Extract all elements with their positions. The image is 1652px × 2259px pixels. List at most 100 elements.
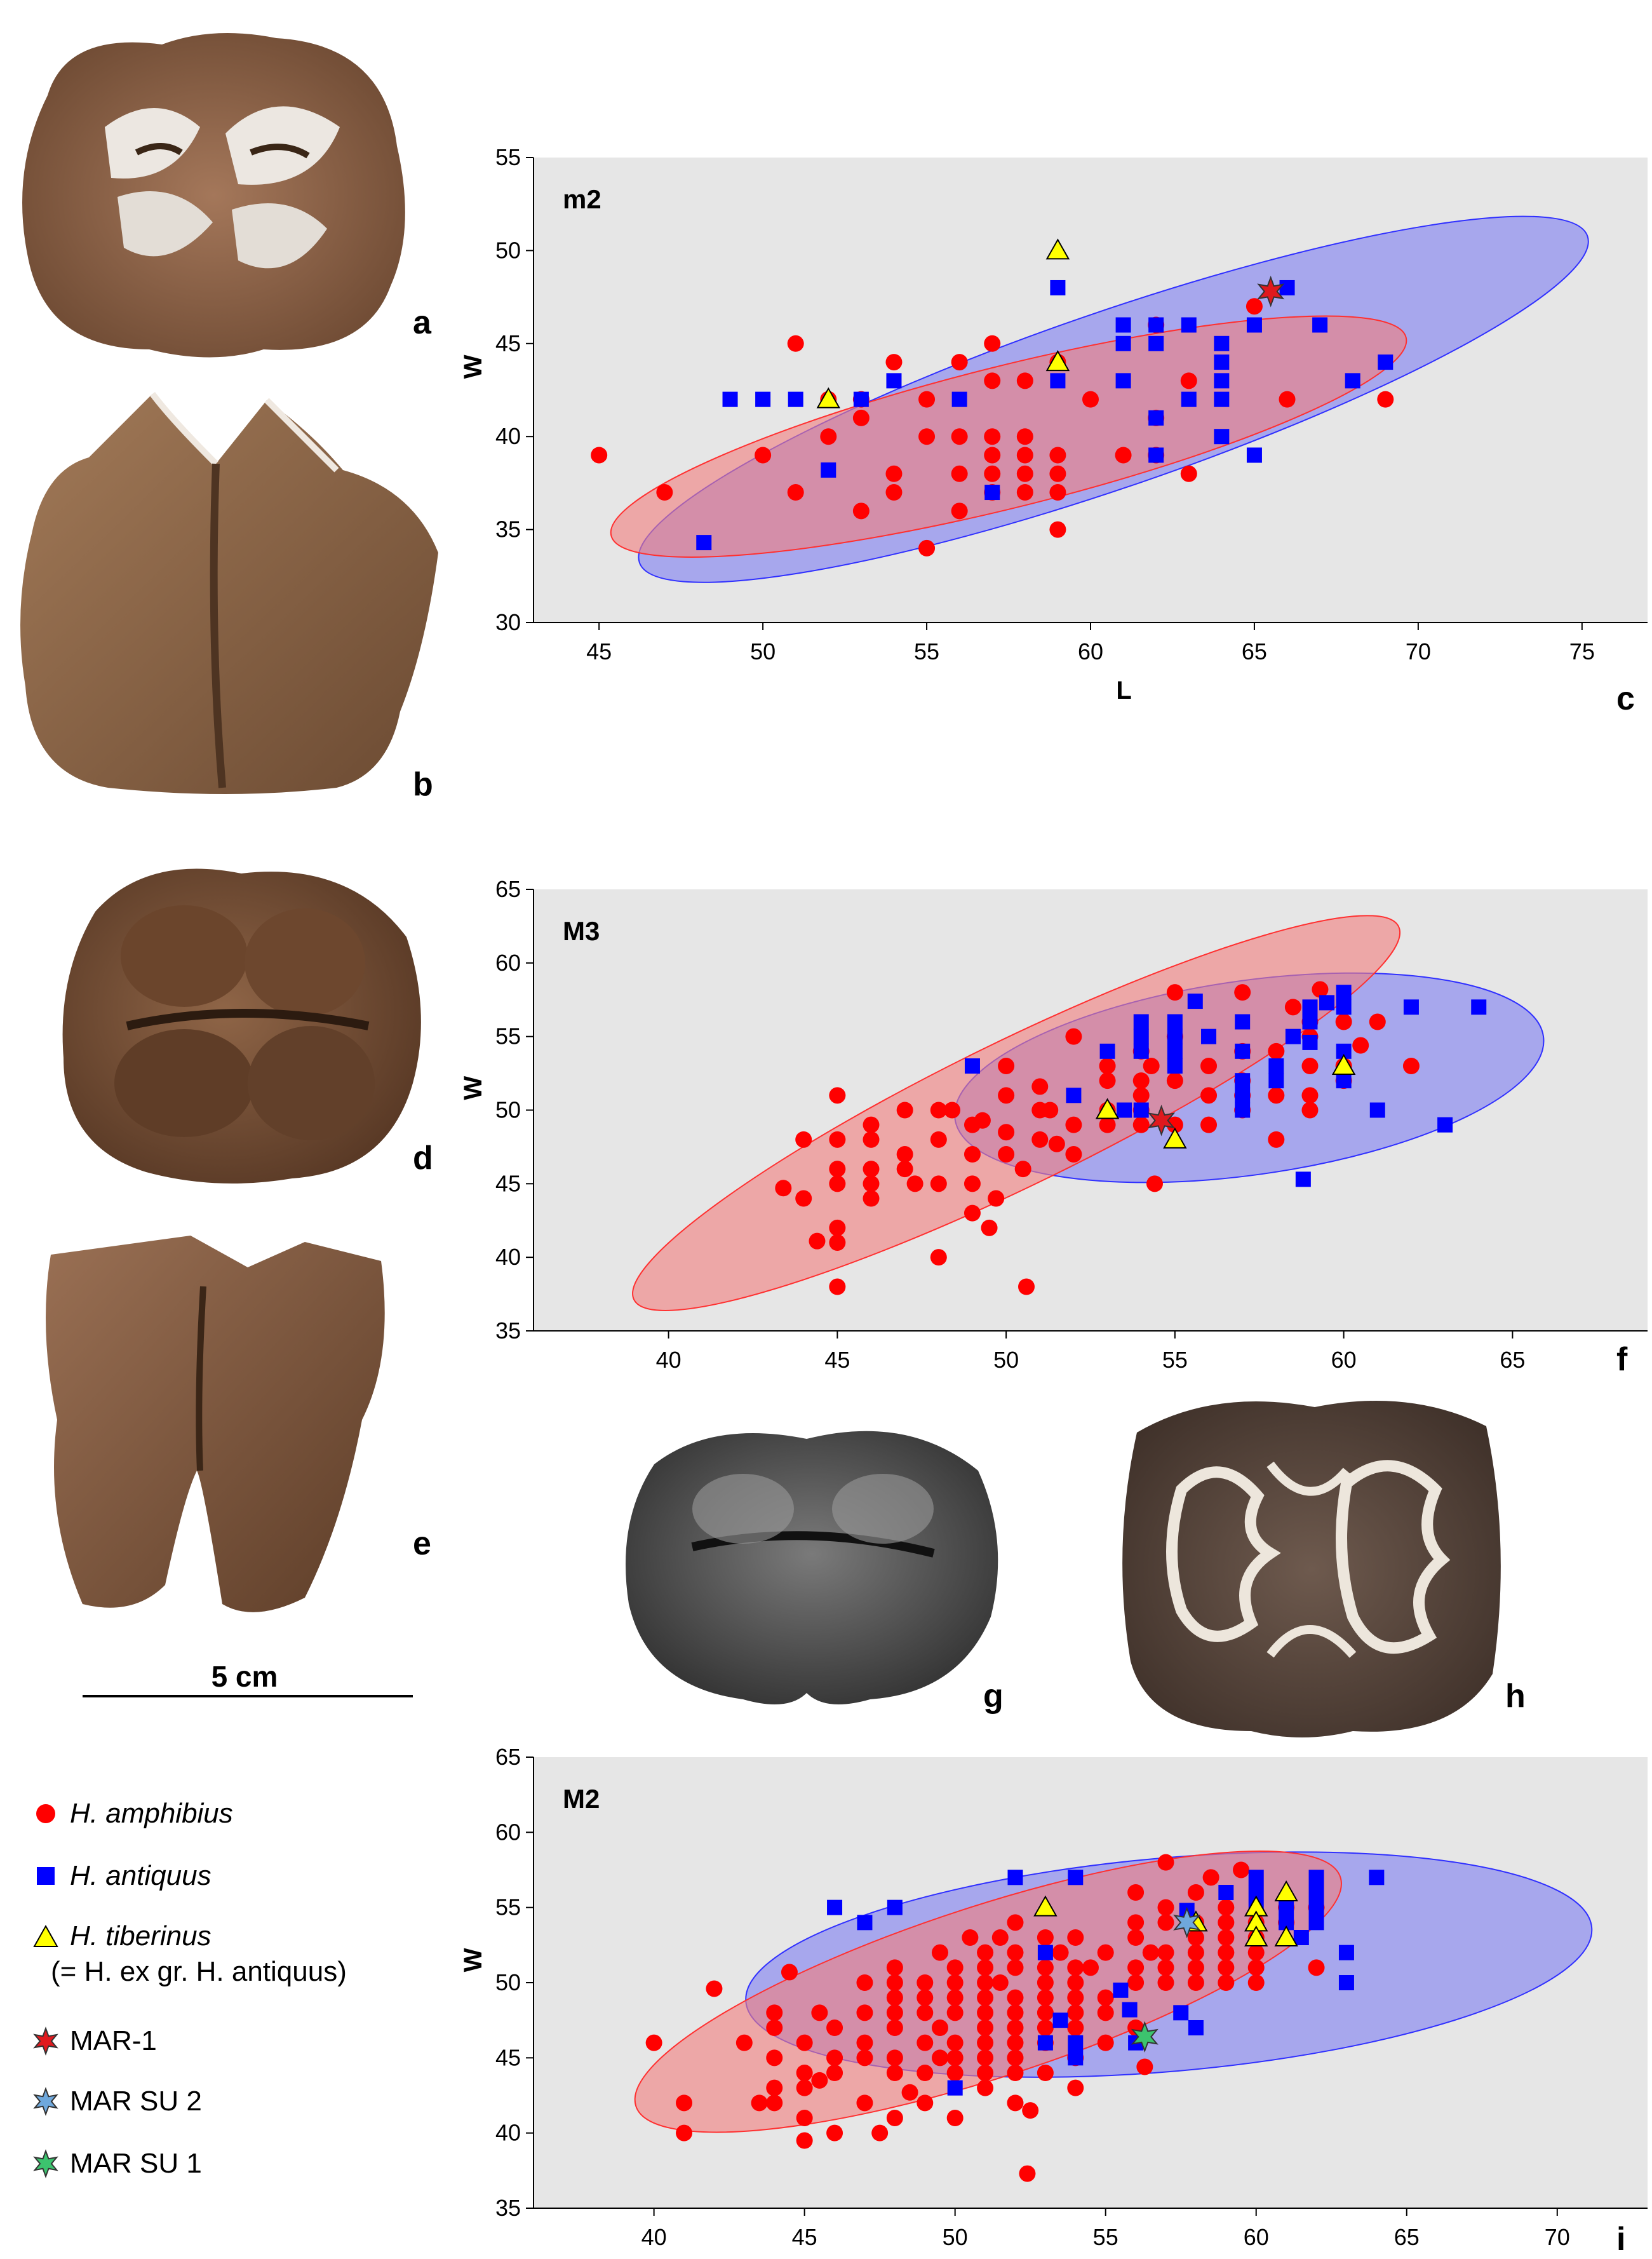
x-tick-label: 45 xyxy=(824,1347,850,1373)
point-h-antiquus xyxy=(1113,1982,1129,1998)
tooth-photo-h xyxy=(1122,1401,1501,1737)
point-h-amphibius xyxy=(856,2094,873,2112)
panel-label-f: f xyxy=(1616,1341,1628,1378)
point-h-amphibius xyxy=(829,1234,846,1251)
point-h-antiquus xyxy=(1133,1043,1149,1059)
point-h-antiquus xyxy=(1246,447,1262,463)
point-h-antiquus xyxy=(827,1899,843,1915)
point-h-amphibius xyxy=(886,2020,903,2036)
point-h-amphibius xyxy=(1007,2049,1024,2067)
tooth-photo-b xyxy=(20,391,438,794)
x-tick-label: 60 xyxy=(1078,638,1103,664)
point-h-antiquus xyxy=(1268,1073,1284,1089)
point-h-amphibius xyxy=(977,2065,994,2081)
point-h-amphibius xyxy=(964,1204,981,1222)
point-h-amphibius xyxy=(1157,1944,1174,1961)
point-h-amphibius xyxy=(885,465,903,482)
point-h-amphibius xyxy=(645,2034,662,2051)
y-tick-label: 45 xyxy=(495,1170,521,1196)
point-h-amphibius xyxy=(1016,428,1033,445)
point-h-antiquus xyxy=(1115,335,1131,351)
point-h-amphibius xyxy=(1377,391,1394,408)
point-h-antiquus xyxy=(1218,1885,1234,1900)
point-h-antiquus xyxy=(951,391,967,407)
point-h-antiquus xyxy=(1133,1014,1149,1030)
point-h-amphibius xyxy=(1037,2020,1054,2036)
point-h-amphibius xyxy=(1187,1929,1204,1946)
y-tick-label: 50 xyxy=(495,1097,521,1123)
point-h-amphibius xyxy=(766,2094,783,2112)
x-tick-label: 55 xyxy=(914,638,939,664)
x-tick-label: 45 xyxy=(792,2224,817,2250)
point-h-amphibius xyxy=(829,1087,846,1104)
legend-marker-star-green-icon xyxy=(33,2149,58,2178)
point-h-amphibius xyxy=(1187,1944,1204,1961)
tooth-photo-e xyxy=(46,1236,385,1612)
point-h-amphibius xyxy=(656,484,673,501)
point-h-amphibius xyxy=(977,2004,994,2021)
point-h-tiberinus xyxy=(1163,1127,1187,1149)
point-h-antiquus xyxy=(1066,1088,1082,1103)
point-h-amphibius xyxy=(946,1959,964,1976)
ellipse-red xyxy=(632,915,1401,1311)
point-h-amphibius xyxy=(1127,1959,1145,1976)
point-h-amphibius xyxy=(863,1116,880,1133)
point-h-amphibius xyxy=(977,2049,994,2067)
point-h-amphibius xyxy=(1143,1058,1160,1074)
point-h-amphibius xyxy=(1016,465,1033,482)
point-h-amphibius xyxy=(676,2124,693,2141)
point-h-amphibius xyxy=(946,2049,964,2067)
legend-marker-star-blue-icon xyxy=(33,2087,58,2116)
point-h-antiquus xyxy=(1037,2035,1053,2051)
point-h-amphibius xyxy=(984,428,1001,445)
point-h-amphibius xyxy=(885,484,903,501)
point-h-antiquus xyxy=(1319,995,1335,1011)
y-tick-label: 45 xyxy=(495,330,521,356)
point-h-amphibius xyxy=(1067,2004,1084,2021)
legend-item-antiquus: H. antiquus xyxy=(32,1858,212,1894)
chart-M3: 40455055606535404550556065M3LW xyxy=(459,876,1648,1373)
point-h-amphibius xyxy=(829,1161,846,1178)
point-h-amphibius xyxy=(991,1929,1009,1946)
point-h-amphibius xyxy=(896,1146,913,1163)
point-h-amphibius xyxy=(946,2065,964,2081)
point-h-antiquus xyxy=(788,391,803,407)
point-h-amphibius xyxy=(977,1989,994,2006)
point-h-amphibius xyxy=(1180,465,1197,482)
point-h-amphibius xyxy=(1369,1013,1386,1030)
point-h-amphibius xyxy=(1187,1974,1204,1991)
point-h-amphibius xyxy=(1187,1959,1204,1976)
point-h-amphibius xyxy=(998,1058,1015,1074)
point-h-amphibius xyxy=(1157,1959,1174,1976)
point-h-amphibius xyxy=(1022,2102,1039,2119)
point-h-amphibius xyxy=(1007,1959,1024,1976)
legend-marker-circle-icon xyxy=(36,1804,55,1823)
legend-marker-triangle-icon xyxy=(33,1924,58,1947)
point-h-amphibius xyxy=(1127,1884,1145,1901)
point-h-amphibius xyxy=(863,1131,880,1148)
x-tick-label: 55 xyxy=(1093,2224,1118,2250)
point-mar-su-1 xyxy=(1131,2021,1158,2053)
point-h-antiquus xyxy=(1336,1073,1352,1089)
point-h-antiquus xyxy=(1148,335,1164,351)
point-h-amphibius xyxy=(981,1219,998,1236)
y-tick-label: 30 xyxy=(495,609,521,635)
point-h-antiquus xyxy=(1068,2035,1084,2051)
point-h-amphibius xyxy=(1031,1131,1049,1148)
point-h-amphibius xyxy=(964,1175,981,1192)
point-h-tiberinus xyxy=(1045,238,1070,260)
point-h-amphibius xyxy=(917,2094,934,2112)
point-h-amphibius xyxy=(1099,1058,1116,1074)
point-h-amphibius xyxy=(951,502,968,520)
point-h-amphibius xyxy=(1335,1013,1352,1030)
point-h-amphibius xyxy=(1067,2020,1084,2036)
point-h-antiquus xyxy=(1007,1870,1023,1885)
point-h-amphibius xyxy=(856,2004,873,2021)
point-h-amphibius xyxy=(1127,1929,1145,1946)
point-h-antiquus xyxy=(1214,373,1230,389)
point-h-amphibius xyxy=(1019,2165,1036,2182)
point-h-amphibius xyxy=(796,2110,813,2126)
point-h-amphibius xyxy=(852,409,870,426)
point-h-amphibius xyxy=(751,2094,768,2112)
point-h-amphibius xyxy=(951,428,968,445)
